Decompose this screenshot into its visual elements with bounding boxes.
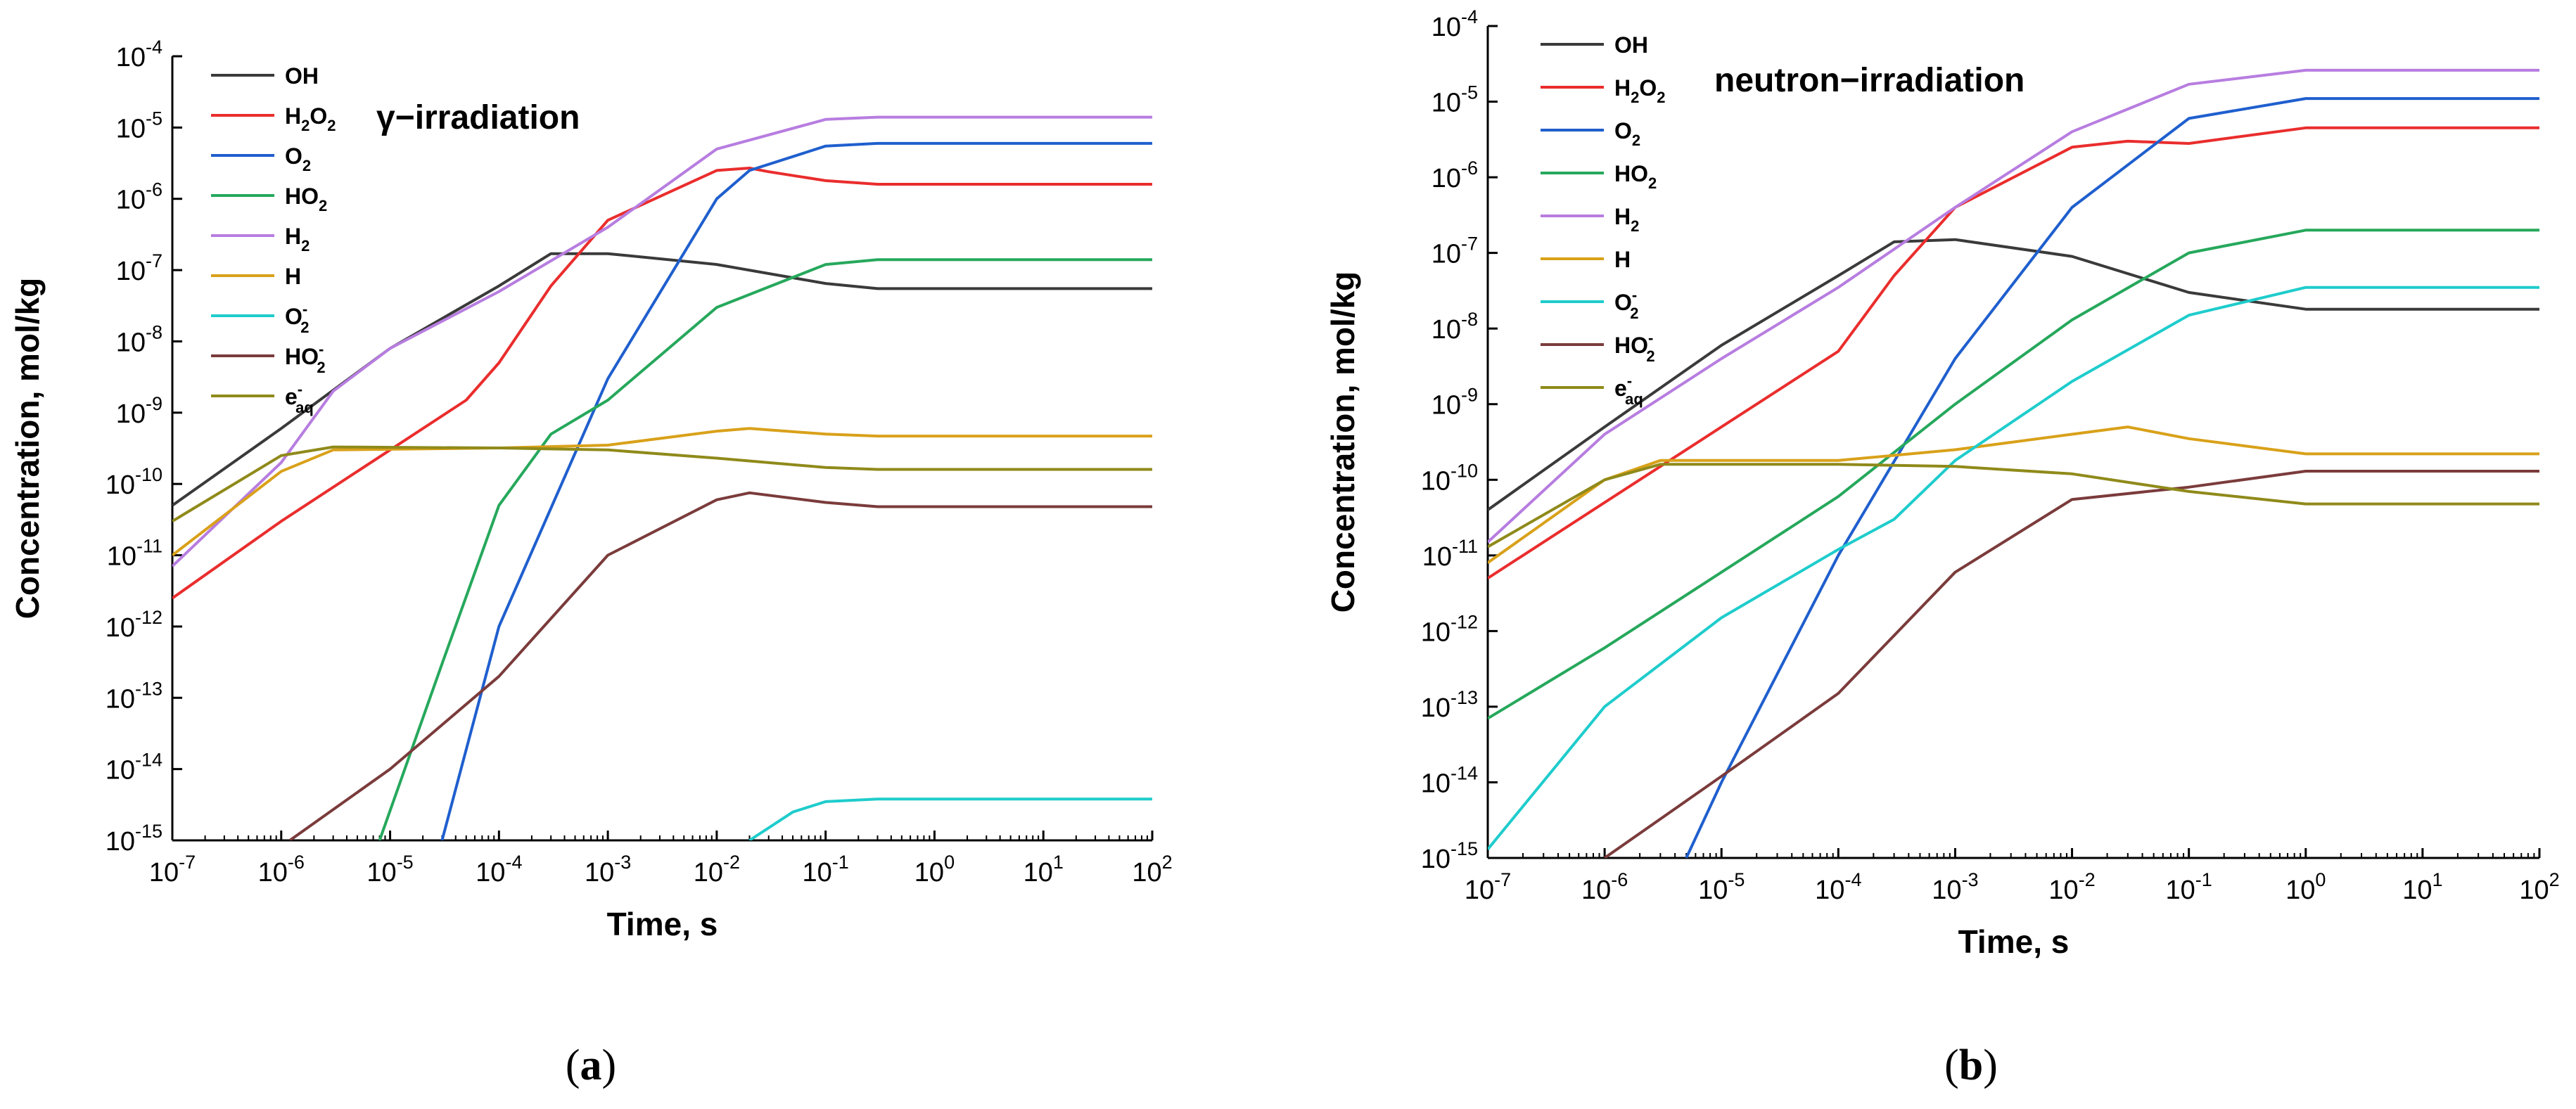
y-tick-label: 10-4 <box>1432 6 1478 42</box>
series-line-eaq <box>1488 463 2539 549</box>
x-axis-title: Time, s <box>1958 923 2070 960</box>
legend-label: OH <box>285 63 319 89</box>
panel-b: 10-7 10-6 10-5 10-4 10-3 10-2 10-1 100 101 102 10-… <box>1325 6 2560 1089</box>
series-line-eaq <box>172 445 1152 523</box>
irradiation-annotation: neutron−irradiation <box>1714 62 2025 99</box>
panel-caption: (a) <box>566 1041 616 1089</box>
x-tick-label: 10-4 <box>1815 869 1861 905</box>
y-tick-label: 10-4 <box>116 37 162 72</box>
legend-label: OH <box>1614 32 1648 58</box>
legend-label: O-2 <box>285 300 309 336</box>
legend-label: O2 <box>285 143 311 174</box>
series-group <box>1488 68 2539 858</box>
y-tick-label: 10-8 <box>1432 309 1478 345</box>
y-tick-label: 10-5 <box>116 108 162 143</box>
legend-label: HO2 <box>285 184 327 214</box>
x-tick-label: 102 <box>1132 852 1172 887</box>
y-tick-label: 10-14 <box>1421 762 1478 798</box>
x-tick-label: 101 <box>1024 852 1064 887</box>
series-line-o2 <box>1685 97 2539 858</box>
series-group <box>172 115 1152 840</box>
series-line-h2 <box>172 115 1152 568</box>
legend-label: e-aq <box>1614 372 1643 408</box>
series-line-o2minus <box>1488 286 2539 850</box>
series-line-h2 <box>1488 68 2539 544</box>
y-tick-label: 10-9 <box>1432 385 1478 421</box>
legend-label: H2O2 <box>1614 75 1666 106</box>
legend-label: O2 <box>1614 118 1640 149</box>
x-tick-label: 100 <box>2285 869 2326 905</box>
x-tick-label: 10-4 <box>476 852 522 887</box>
x-tick-label: 10-3 <box>585 852 631 887</box>
x-tick-label: 10-7 <box>1465 869 1511 905</box>
legend-label: HO-2 <box>1614 329 1655 365</box>
legend-label: H <box>1614 247 1631 272</box>
series-line-h <box>1488 425 2539 564</box>
y-tick-label: 10-7 <box>116 250 162 286</box>
y-tick-label: 10-6 <box>116 179 162 215</box>
y-tick-label: 10-15 <box>1421 838 1478 874</box>
y-tick-label: 10-10 <box>106 464 162 500</box>
x-tick-label: 10-1 <box>803 852 849 887</box>
series-line-h <box>172 427 1152 557</box>
y-tick-label: 10-13 <box>106 678 162 714</box>
series-line-ho2minus <box>1603 470 2539 858</box>
legend-label: H <box>285 264 301 289</box>
legend-label: HO2 <box>1614 161 1657 192</box>
series-line-ho2 <box>378 258 1152 840</box>
panel-caption: (b) <box>1944 1041 1998 1089</box>
legend-label: O-2 <box>1614 286 1638 322</box>
legend-label: H2 <box>1614 204 1639 235</box>
y-tick-label: 10-15 <box>106 821 162 857</box>
y-tick-label: 10-8 <box>116 321 162 357</box>
y-tick-label: 10-12 <box>1421 611 1478 647</box>
y-tick-label: 10-12 <box>106 607 162 643</box>
x-tick-label: 10-2 <box>694 852 740 887</box>
y-tick-label: 10-13 <box>1421 687 1478 723</box>
series-line-ho2 <box>1488 229 2539 720</box>
legend-label: e-aq <box>285 380 314 416</box>
series-line-h2o2 <box>172 167 1152 600</box>
x-tick-label: 10-2 <box>2048 869 2095 905</box>
y-axis-title: Concentration, mol/kg <box>1325 271 1361 613</box>
legend-label: H2O2 <box>285 103 336 134</box>
x-tick-label: 100 <box>914 852 955 887</box>
y-tick-label: 10-5 <box>1432 82 1478 118</box>
x-tick-label: 102 <box>2519 869 2559 905</box>
y-tick-label: 10-10 <box>1421 460 1478 496</box>
y-tick-label: 10-11 <box>1422 536 1478 572</box>
x-tick-label: 10-6 <box>258 852 305 887</box>
y-axis-title: Concentration, mol/kg <box>9 278 46 620</box>
y-tick-label: 10-14 <box>106 750 162 786</box>
x-tick-label: 10-5 <box>1698 869 1745 905</box>
x-tick-label: 10-3 <box>1932 869 1978 905</box>
y-tick-label: 10-11 <box>107 536 162 572</box>
series-line-o2minus <box>748 797 1152 840</box>
y-tick-label: 10-6 <box>1432 158 1478 193</box>
legend-label: H2 <box>285 224 310 255</box>
x-tick-label: 10-5 <box>366 852 413 887</box>
x-tick-label: 10-6 <box>1581 869 1628 905</box>
irradiation-annotation: γ−irradiation <box>376 99 580 136</box>
y-tick-label: 10-7 <box>1432 233 1478 269</box>
y-tick-label: 10-9 <box>116 393 162 429</box>
x-tick-label: 101 <box>2402 869 2442 905</box>
x-tick-label: 10-7 <box>149 852 196 887</box>
x-axis-title: Time, s <box>607 906 718 942</box>
legend-label: HO-2 <box>285 340 326 376</box>
series-line-ho2minus <box>288 491 1152 840</box>
series-line-o2 <box>440 141 1152 840</box>
x-tick-label: 10-1 <box>2166 869 2212 905</box>
panel-a: 10-7 10-6 10-5 10-4 10-3 10-2 10-1 100 101 102 10-… <box>9 37 1173 1089</box>
